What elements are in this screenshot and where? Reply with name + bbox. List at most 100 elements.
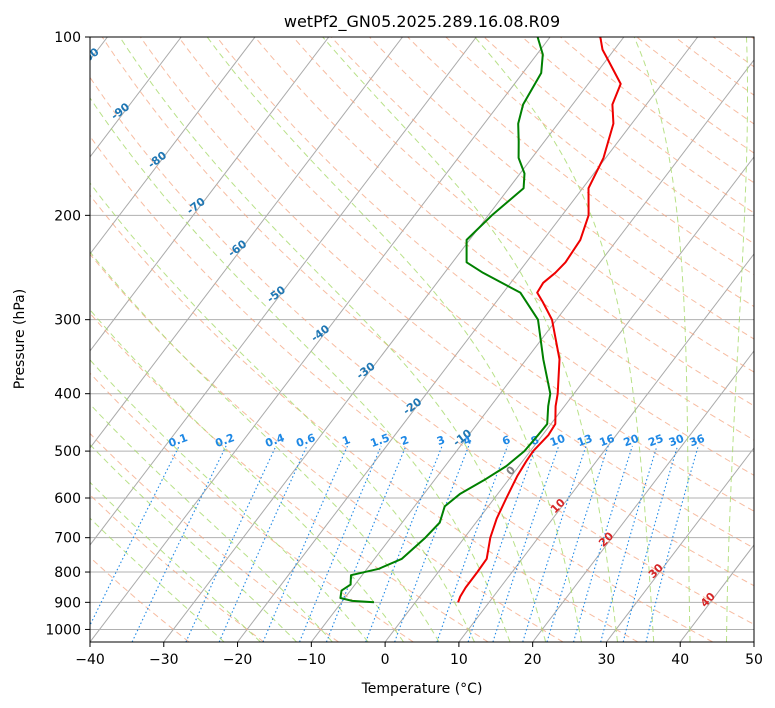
y-tick-label: 200: [54, 208, 81, 224]
mixing-ratio-label: 10: [548, 432, 567, 450]
mixing-ratio-line: [131, 445, 227, 642]
plot-frame: [89, 36, 755, 643]
isotherm-line: [384, 156, 754, 642]
mixing-ratio-label: 0.6: [294, 431, 317, 450]
dry-adiabat: [407, 37, 754, 308]
dry-adiabat: [90, 76, 754, 625]
mixing-ratio-label: 8: [529, 433, 541, 448]
isotherm-line: [532, 350, 754, 642]
moist-adiabat: [90, 443, 297, 642]
mixing-ratio-line: [572, 445, 633, 642]
x-tick-label: 20: [524, 652, 542, 668]
isotherm-line: [163, 37, 625, 642]
mixing-ratio-line: [218, 445, 308, 642]
moist-adiabat: [90, 403, 333, 642]
mixing-ratio-label: 4: [462, 433, 474, 448]
x-axis: −40 −30 −20 −10 0 10 20 30 40 50: [75, 642, 763, 668]
profile-lines: [339, 37, 622, 604]
y-tick-label: 800: [54, 565, 81, 581]
moist-adiabat: [726, 37, 748, 642]
moist-adiabat: [322, 37, 618, 642]
mixing-ratio-label: 1.5: [369, 431, 392, 450]
dry-adiabat: [90, 194, 639, 642]
isotherm-line: [753, 641, 754, 642]
dry-adiabat: [483, 37, 754, 245]
temperature-profile-line: [457, 37, 622, 603]
moist-adiabat: [90, 309, 404, 642]
y-tick-label: 400: [54, 387, 81, 403]
isotherm-line: [90, 37, 256, 255]
dry-adiabat: [445, 37, 754, 276]
y-axis: 100 200 300 400 500 600 700 800 900 1000: [45, 30, 90, 638]
y-tick-label: 600: [54, 491, 81, 507]
moist-adiabat: [90, 517, 225, 642]
dry-adiabat: [90, 135, 713, 642]
mixing-ratio-line: [522, 445, 587, 642]
dry-adiabat: [90, 312, 489, 642]
moist-adiabat: [90, 359, 369, 642]
isotherm-label: -100: [72, 45, 102, 72]
x-tick-label: 30: [598, 652, 616, 668]
dry-adiabat: [90, 432, 339, 642]
mixing-ratio-label: 13: [575, 432, 594, 449]
moist-adiabat: [633, 37, 691, 642]
isotherm-line: [606, 447, 754, 642]
y-tick-label: 900: [54, 595, 81, 611]
dry-adiabat: [330, 37, 754, 373]
x-tick-label: −20: [223, 652, 253, 668]
x-tick-label: 10: [450, 652, 468, 668]
mixing-ratio-label: 36: [688, 432, 707, 450]
y-tick-label: 1000: [45, 622, 81, 638]
moist-adiabat: [90, 182, 475, 642]
isotherm-line: [90, 37, 551, 642]
moist-adiabat: [119, 37, 547, 642]
y-tick-label: 100: [54, 30, 81, 46]
dry-adiabat: [254, 37, 754, 441]
isotherm-line: [679, 544, 754, 642]
dry-adiabat: [560, 37, 754, 184]
y-tick-label: 300: [54, 313, 81, 329]
dry-adiabat-label: 40: [698, 590, 718, 610]
mixing-ratio-label: 0.1: [167, 431, 190, 450]
isotherm-line: [237, 37, 699, 642]
x-tick-label: −10: [297, 652, 327, 668]
dry-adiabat: [90, 494, 265, 642]
y-tick-label: 700: [54, 531, 81, 547]
dry-adiabat: [674, 37, 754, 96]
dewpoint-profile-line: [339, 37, 552, 604]
dry-adiabat: [101, 37, 754, 587]
moist-adiabat: [90, 251, 440, 642]
plot-area: -100-90-80-70-60-50-40-30-20-100.1 0.2 0.4…: [72, 37, 754, 642]
isotherm-line: [458, 253, 754, 642]
x-tick-label: 50: [745, 652, 763, 668]
x-tick-label: 0: [381, 652, 390, 668]
isotherm-label: -70: [184, 195, 208, 218]
dry-adiabat: [90, 253, 564, 642]
moist-adiabat: [206, 37, 582, 642]
x-tick-label: 40: [671, 652, 689, 668]
mixing-ratio-line: [645, 445, 699, 642]
mixing-ratio-label: 16: [598, 432, 617, 450]
mixing-ratio-label: 2: [399, 433, 411, 448]
mixing-ratio-line: [394, 445, 470, 642]
mixing-ratio-line: [600, 445, 658, 642]
moist-adiabat: [474, 37, 655, 642]
y-tick-label: 500: [54, 444, 81, 460]
isotherm-label: -90: [109, 100, 133, 123]
mixing-ratio-label: 3: [435, 433, 447, 448]
isotherm-lines: [90, 37, 754, 642]
dry-adiabat: [751, 37, 754, 40]
dry-adiabat-label: 10: [548, 496, 568, 516]
mixing-ratio-line: [262, 445, 348, 642]
mixing-ratio-label: 1: [340, 433, 352, 448]
isotherm-line: [90, 37, 330, 352]
isotherm-line: [90, 37, 477, 546]
x-axis-title: Temperature (°C): [361, 681, 483, 697]
y-axis-title: Pressure (hPa): [12, 289, 28, 389]
mixing-ratio-line: [492, 445, 560, 642]
mixing-ratio-line: [185, 445, 277, 642]
mixing-ratio-label: 25: [646, 432, 665, 449]
isotherm-label: -60: [226, 237, 250, 260]
moist-adiabat: [90, 97, 511, 642]
